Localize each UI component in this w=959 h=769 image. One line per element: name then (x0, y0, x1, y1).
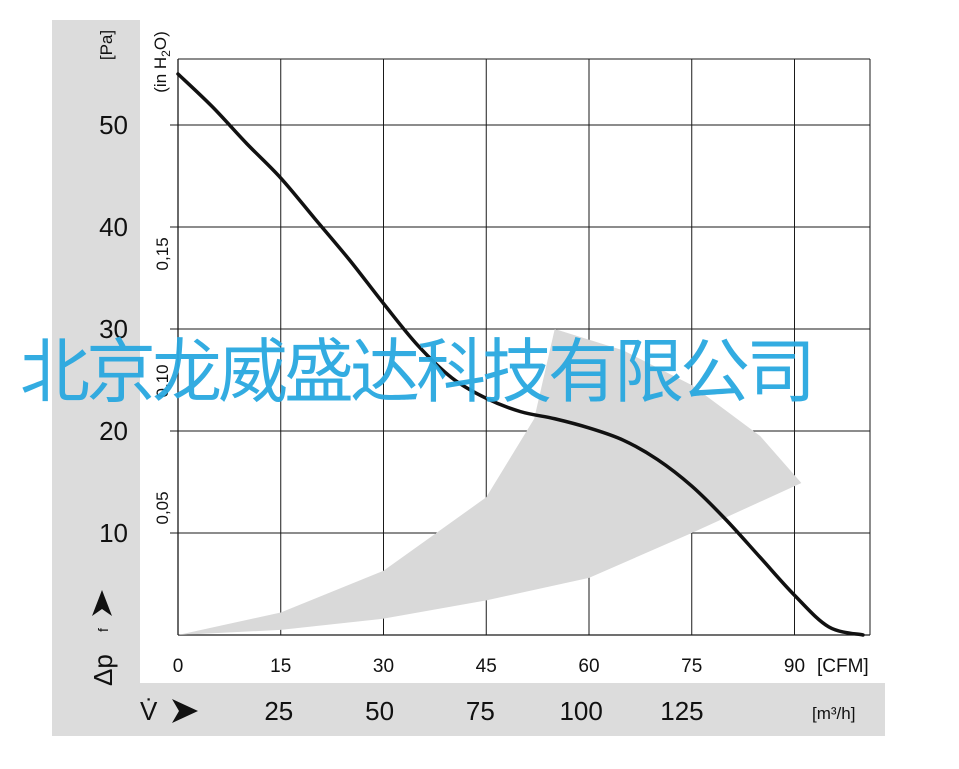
y-unit-inh2o: (in H2O) (151, 31, 173, 92)
x-tick-label-15: 15 (270, 656, 291, 677)
shaded-region-layer (178, 329, 802, 635)
y-axis-arrow-icon (92, 590, 112, 616)
x-axis-arrow-icon (172, 699, 198, 723)
y-symbol-text: Δp (88, 654, 118, 686)
label-layer: 10 20 30 40 50 0,05 0,10 0,15 0 15 30 45 60 75 90 25 50 7… (99, 110, 805, 726)
x-axis-symbol: V̇ (140, 696, 198, 726)
x-tick-label-75: 75 (681, 656, 702, 677)
x2-tick-label-75: 75 (466, 696, 495, 726)
x-tick-label-45: 45 (476, 656, 497, 677)
x-tick-label-0: 0 (173, 656, 184, 677)
y-tick-label-20: 20 (99, 416, 128, 446)
y-tick-label-10: 10 (99, 518, 128, 548)
x-unit-m3h: [m³/h] (812, 704, 855, 723)
x-tick-label-60: 60 (578, 656, 599, 677)
x-symbol-text: V̇ (140, 696, 158, 726)
y2-tick-label-0,10: 0,10 (153, 364, 172, 397)
x2-tick-label-125: 125 (660, 696, 703, 726)
x-unit-cfm: [CFM] (817, 656, 869, 677)
x-tick-label-30: 30 (373, 656, 394, 677)
y-tick-label-50: 50 (99, 110, 128, 140)
y-unit-inh2o-sub: 2 (159, 50, 173, 57)
y-tick-label-40: 40 (99, 212, 128, 242)
curve-layer (176, 72, 865, 637)
shaded-region (178, 329, 802, 635)
y-symbol-subscript: f (95, 628, 111, 632)
y-tick-label-30: 30 (99, 314, 128, 344)
y2-tick-label-0,05: 0,05 (153, 491, 172, 524)
y2-tick-label-0,15: 0,15 (153, 237, 172, 270)
y-unit-inh2o-prefix: (in H (151, 57, 170, 93)
y-axis-symbol: Δp f (88, 590, 118, 686)
x2-tick-label-25: 25 (264, 696, 293, 726)
y-unit-pa: [Pa] (97, 30, 116, 60)
company-watermark: 北京龙威盛达科技有限公司 (20, 331, 816, 413)
x-tick-label-90: 90 (784, 656, 805, 677)
x2-tick-label-50: 50 (365, 696, 394, 726)
y-axis-band (52, 20, 140, 736)
fan-curve-line (176, 72, 865, 637)
y-unit-inh2o-suffix: O) (151, 31, 170, 50)
x2-tick-label-100: 100 (559, 696, 602, 726)
